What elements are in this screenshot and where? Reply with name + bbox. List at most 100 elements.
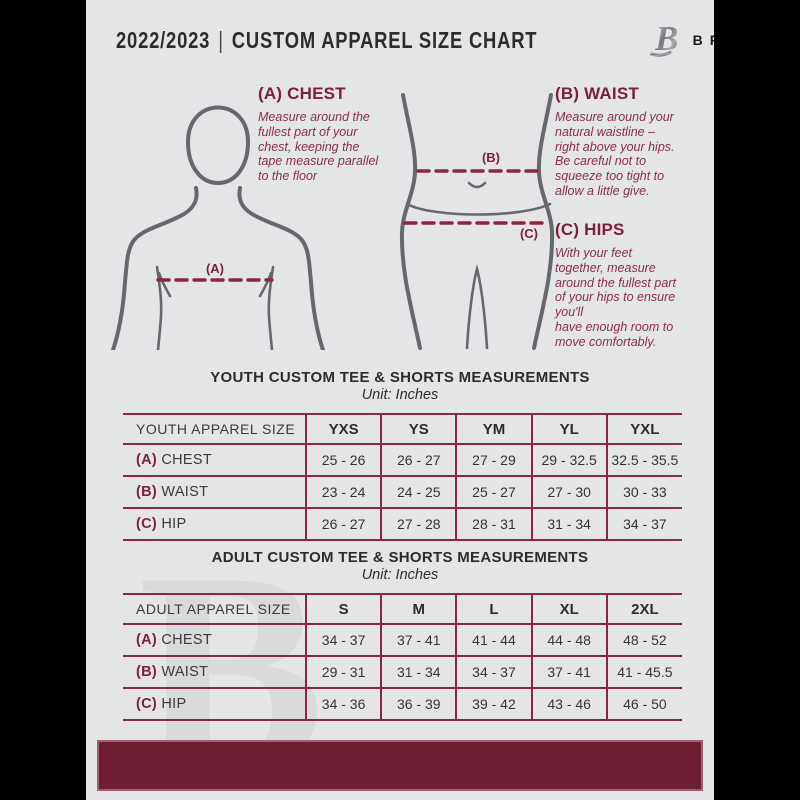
adult-measurements-section: ADULT CUSTOM TEE & SHORTS MEASUREMENTS U… — [86, 549, 714, 721]
row-prefix: (C) — [136, 696, 158, 712]
figure-right-armpit-line — [258, 271, 273, 298]
season-label: 2022/2023 — [116, 26, 211, 53]
adult-size-col: XL — [530, 594, 607, 624]
page-header: 2022/2023 | CUSTOM APPAREL SIZE CHART B — [116, 19, 714, 58]
table-row: (B) WAIST 29 - 31 31 - 34 34 - 37 37 - 4… — [123, 656, 682, 688]
youth-size-col: YS — [380, 414, 457, 444]
row-prefix: (A) — [136, 452, 158, 468]
chest-guide: (A) CHEST Measure around the fullest par… — [258, 84, 392, 184]
adult-table-title: ADULT CUSTOM TEE & SHORTS MEASUREMENTS — [211, 549, 589, 566]
adult-size-table: ADULT APPAREL SIZE S M L XL 2XL (A) CHES… — [123, 593, 682, 721]
hip-contour-line — [405, 202, 552, 216]
waist-heading: (B) WAIST — [555, 84, 639, 103]
youth-size-label-cell: YOUTH APPAREL SIZE — [136, 421, 296, 437]
row-prefix: (B) — [136, 664, 158, 680]
figure-right-shoulder — [237, 186, 325, 350]
youth-table-unit: Unit: Inches — [361, 387, 439, 403]
youth-waist-value: 25 - 27 — [455, 476, 532, 508]
youth-waist-value: 30 - 33 — [605, 476, 682, 508]
table-row: (C) HIP 26 - 27 27 - 28 28 - 31 31 - 34 … — [123, 508, 682, 540]
brand-name: BREAKAWAY — [692, 32, 714, 48]
adult-waist-value: 37 - 41 — [530, 656, 607, 688]
adult-chest-value: 37 - 41 — [380, 624, 457, 656]
youth-hip-label: (C) HIP — [123, 508, 306, 540]
youth-waist-value: 24 - 25 — [380, 476, 457, 508]
row-name: CHEST — [161, 452, 213, 468]
youth-chest-value: 27 - 29 — [455, 444, 532, 476]
row-prefix: (A) — [136, 632, 158, 648]
youth-header-row: YOUTH APPAREL SIZE YXS YS YM YL YXL — [123, 414, 682, 444]
adult-waist-label: (B) WAIST — [123, 656, 306, 688]
adult-waist-value: 29 - 31 — [304, 656, 382, 688]
navel-mark — [467, 181, 487, 189]
adult-waist-value: 41 - 45.5 — [605, 656, 682, 688]
youth-size-col: YXS — [304, 414, 382, 444]
figure-left-shoulder — [111, 186, 199, 350]
youth-waist-label: (B) WAIST — [123, 476, 306, 508]
youth-chest-value: 26 - 27 — [380, 444, 457, 476]
adult-hip-label: (C) HIP — [123, 688, 306, 720]
adult-size-col: M — [380, 594, 457, 624]
youth-table-title: YOUTH CUSTOM TEE & SHORTS MEASUREMENTS — [210, 369, 590, 386]
adult-hip-value: 46 - 50 — [605, 688, 682, 720]
adult-header-row: ADULT APPAREL SIZE S M L XL 2XL — [123, 594, 682, 624]
row-name: CHEST — [161, 632, 213, 648]
breakaway-logo-icon: B — [647, 19, 678, 58]
title-divider: | — [218, 26, 224, 53]
chest-heading: (A) CHEST — [258, 84, 346, 103]
adult-hip-value: 36 - 39 — [380, 688, 457, 720]
torso-right-side — [532, 93, 555, 350]
waist-description: Measure around your natural waistline – … — [555, 110, 675, 198]
footer-accent-bar — [97, 740, 703, 791]
waist-marker-label: (B) — [482, 150, 500, 165]
table-row: (A) CHEST 25 - 26 26 - 27 27 - 29 29 - 3… — [123, 444, 682, 476]
adult-size-col: 2XL — [605, 594, 682, 624]
chest-figure-illustration: (A) — [111, 105, 325, 350]
youth-chest-value: 32.5 - 35.5 — [605, 444, 682, 476]
brand-lockup: B BREAKAWAY — [643, 19, 714, 61]
youth-chest-value: 29 - 32.5 — [530, 444, 607, 476]
waist-guide: (B) WAIST Measure around your natural wa… — [555, 84, 707, 199]
hips-heading: (C) HIPS — [555, 220, 625, 239]
youth-chest-value: 25 - 26 — [304, 444, 382, 476]
document-title: 2022/2023 | CUSTOM APPAREL SIZE CHART — [116, 27, 537, 54]
row-name: HIP — [161, 696, 187, 712]
adult-size-col: S — [304, 594, 382, 624]
adult-chest-value: 34 - 37 — [304, 624, 382, 656]
adult-waist-value: 34 - 37 — [455, 656, 532, 688]
row-prefix: (C) — [136, 516, 158, 532]
crotch-line — [465, 263, 489, 350]
adult-chest-value: 48 - 52 — [605, 624, 682, 656]
adult-chest-value: 41 - 44 — [455, 624, 532, 656]
youth-hip-value: 26 - 27 — [304, 508, 382, 540]
table-row: (A) CHEST 34 - 37 37 - 41 41 - 44 44 - 4… — [123, 624, 682, 656]
row-name: HIP — [161, 516, 187, 532]
chest-marker-label: (A) — [206, 261, 224, 276]
youth-hip-value: 28 - 31 — [455, 508, 532, 540]
hips-guide: (C) HIPS With your feet together, measur… — [555, 220, 707, 350]
row-name: WAIST — [161, 664, 209, 680]
hip-marker-label: (C) — [520, 226, 538, 241]
adult-chest-label: (A) CHEST — [123, 624, 306, 656]
youth-hip-value: 27 - 28 — [380, 508, 457, 540]
adult-hip-value: 43 - 46 — [530, 688, 607, 720]
youth-size-col: YM — [455, 414, 532, 444]
waist-hip-figure-illustration: (B) (C) — [399, 93, 555, 350]
figure-head — [185, 105, 251, 186]
youth-size-col: YXL — [605, 414, 682, 444]
youth-measurements-section: YOUTH CUSTOM TEE & SHORTS MEASUREMENTS U… — [86, 369, 714, 541]
page-title: CUSTOM APPAREL SIZE CHART — [231, 26, 538, 53]
adult-table-unit: Unit: Inches — [361, 567, 439, 583]
adult-hip-value: 39 - 42 — [455, 688, 532, 720]
size-chart-page: B 2022/2023 | CUSTOM APPAREL SIZE CHART — [86, 0, 714, 800]
adult-size-label-cell: ADULT APPAREL SIZE — [136, 601, 291, 617]
youth-chest-label: (A) CHEST — [123, 444, 306, 476]
youth-waist-value: 27 - 30 — [530, 476, 607, 508]
youth-waist-value: 23 - 24 — [304, 476, 382, 508]
row-prefix: (B) — [136, 484, 158, 500]
adult-hip-value: 34 - 36 — [304, 688, 382, 720]
adult-chest-value: 44 - 48 — [530, 624, 607, 656]
hips-description: With your feet together, measure around … — [555, 246, 676, 349]
youth-hip-value: 34 - 37 — [605, 508, 682, 540]
